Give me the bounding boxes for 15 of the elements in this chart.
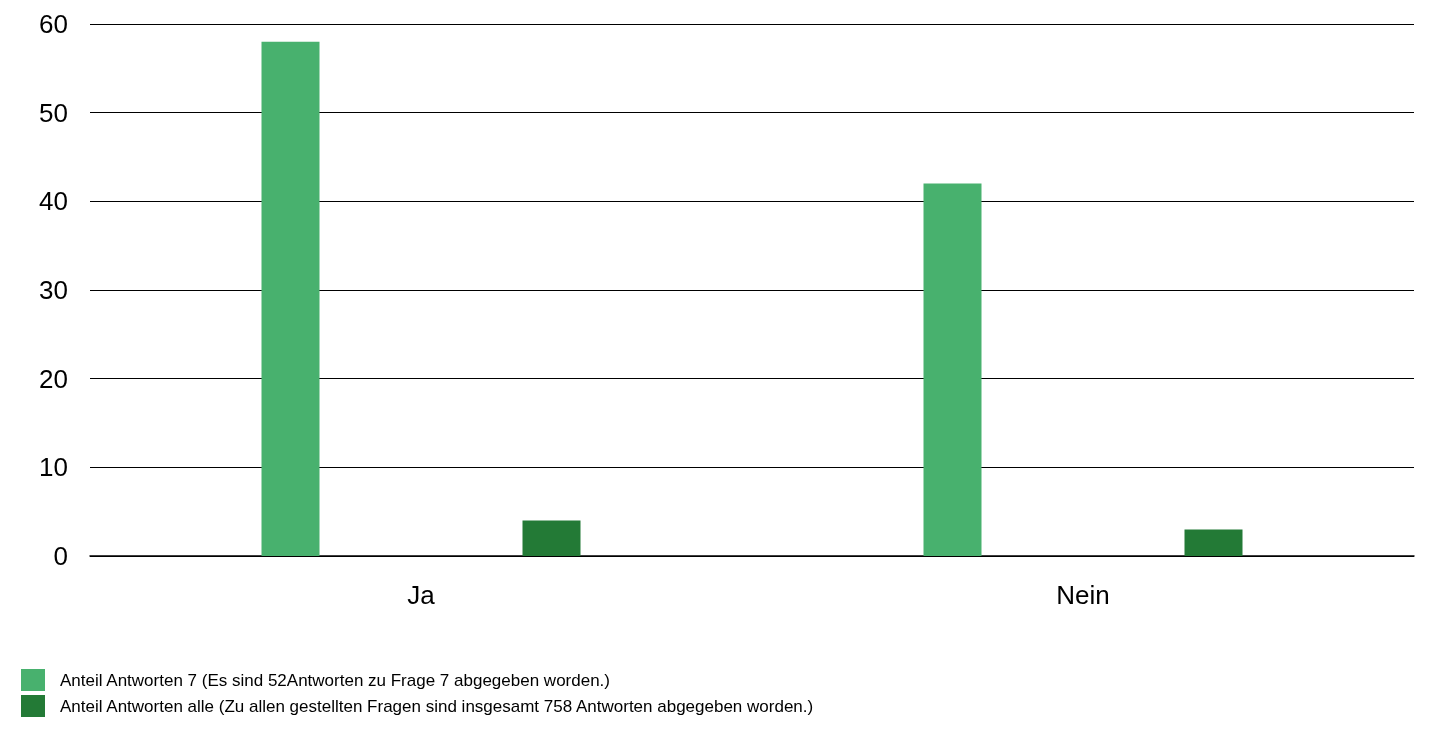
y-tick-label: 60 [39, 9, 68, 39]
y-tick-label: 30 [39, 275, 68, 305]
bar [261, 41, 320, 556]
y-tick-label: 10 [39, 452, 68, 483]
y-tick-label: 50 [39, 97, 68, 128]
x-tick-label: Ja [407, 580, 436, 610]
bar [522, 520, 581, 556]
y-tick-label: 0 [53, 541, 68, 571]
legend-label: Anteil Antworten 7 (Es sind 52Antworten zu Frage 7 abgegeben worden.) [60, 670, 611, 690]
bar [1184, 529, 1243, 556]
legend-label: Anteil Antworten alle (Zu allen gestellten Fragen sind insgesamt 758 Antworten abgegeben worden.) [60, 696, 814, 716]
x-tick-label: Nein [1056, 580, 1110, 610]
y-tick-label: 20 [39, 363, 68, 394]
bar [923, 183, 982, 556]
y-tick-label: 40 [39, 186, 68, 217]
